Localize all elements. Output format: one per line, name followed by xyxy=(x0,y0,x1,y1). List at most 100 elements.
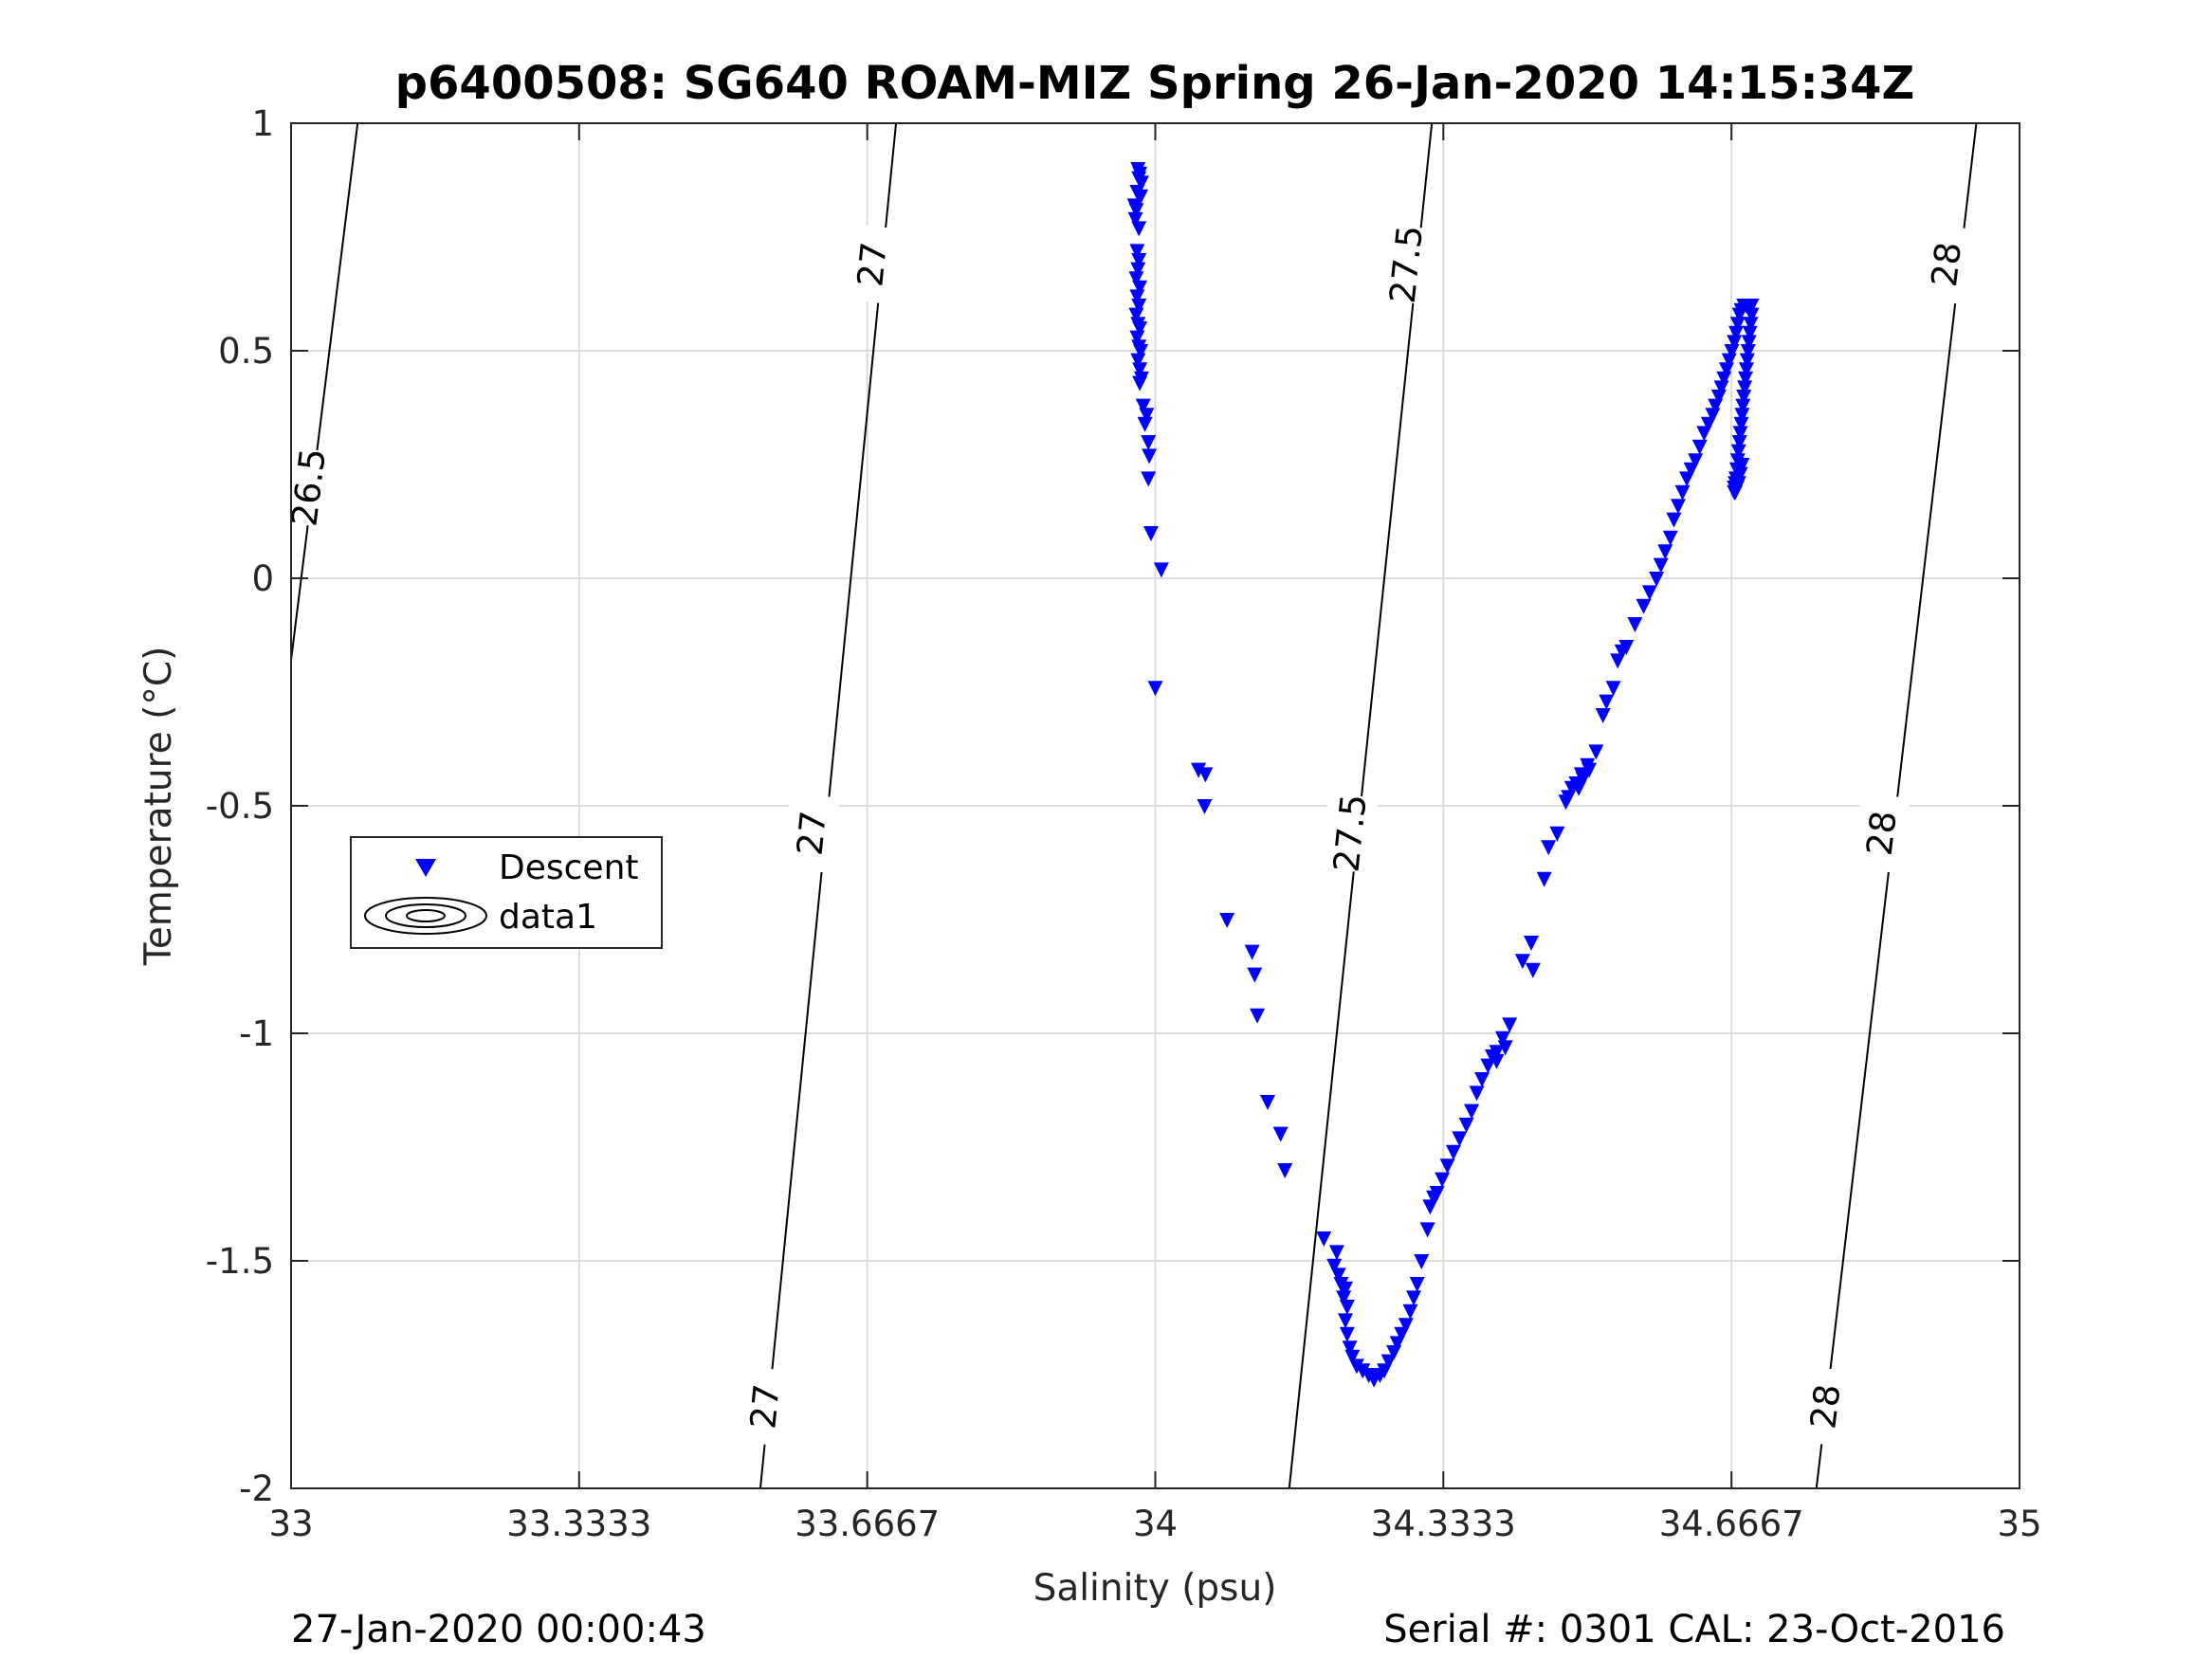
data-point xyxy=(1219,913,1235,928)
axis-ticks: 33 33.3333 33.6667 34 34.3333 34.6667 35 -2 -1.5… xyxy=(206,103,2042,1544)
data-point xyxy=(1627,617,1643,632)
data-point xyxy=(1524,936,1540,951)
data-point xyxy=(1595,708,1611,723)
data-point xyxy=(1743,317,1759,333)
data-point xyxy=(1133,175,1149,191)
data-point xyxy=(1130,262,1146,278)
data-point xyxy=(1326,1258,1343,1274)
data-point xyxy=(1514,954,1530,970)
data-point xyxy=(1728,325,1745,341)
data-point xyxy=(1571,780,1587,796)
data-point xyxy=(1133,344,1149,359)
data-point xyxy=(1429,1186,1445,1201)
data-point xyxy=(1259,1095,1275,1110)
data-point xyxy=(1731,435,1747,450)
data-point xyxy=(1131,253,1147,268)
data-point xyxy=(1132,362,1148,378)
contour-label: 27.5 xyxy=(1325,793,1374,874)
data-point xyxy=(1131,221,1147,237)
y-tick-label: 0.5 xyxy=(218,331,274,372)
contour-label: 27 xyxy=(742,1382,787,1431)
data-point xyxy=(1130,353,1146,369)
y-tick-label: -1 xyxy=(239,1013,274,1054)
legend-label-descent: Descent xyxy=(499,848,639,887)
contour-label-gap xyxy=(1852,793,1910,874)
data-point xyxy=(1153,562,1169,578)
x-tick-label: 35 xyxy=(1997,1504,2041,1544)
data-point xyxy=(1339,1326,1355,1342)
data-point xyxy=(1330,1267,1346,1284)
data-point xyxy=(1137,416,1153,432)
data-point xyxy=(1730,444,1746,460)
x-axis-label: Salinity (psu) xyxy=(1033,1567,1277,1610)
contour-label: 28 xyxy=(1802,1382,1848,1431)
data-point xyxy=(1605,681,1621,697)
data-point xyxy=(1338,1281,1354,1297)
data-point xyxy=(1744,307,1760,323)
data-point xyxy=(1705,408,1721,424)
data-point xyxy=(1489,1053,1505,1069)
data-point xyxy=(1502,1017,1518,1033)
data-point xyxy=(1129,330,1145,346)
data-point xyxy=(1730,476,1746,492)
data-point xyxy=(1541,840,1557,856)
data-point xyxy=(1721,353,1737,369)
data-point xyxy=(1141,435,1157,450)
data-point xyxy=(1132,321,1148,337)
data-point xyxy=(1127,211,1143,228)
data-point xyxy=(1732,426,1748,442)
data-point xyxy=(1435,1172,1451,1188)
y-tick-label: -1.5 xyxy=(206,1241,274,1282)
data-point xyxy=(1497,1040,1513,1056)
data-point xyxy=(1342,1340,1358,1357)
data-point xyxy=(1738,371,1754,387)
data-point xyxy=(1272,1126,1289,1142)
contour-label: 28 xyxy=(1859,809,1905,858)
x-tick-label: 34.3333 xyxy=(1371,1504,1516,1544)
data-point xyxy=(1691,439,1708,455)
data-point xyxy=(1738,362,1754,378)
data-point xyxy=(1719,362,1735,378)
data-point xyxy=(1406,1290,1422,1306)
data-point xyxy=(1141,471,1157,487)
y-tick-label: 0 xyxy=(251,558,274,599)
data-point xyxy=(1129,289,1145,305)
data-point xyxy=(1494,1030,1510,1047)
data-point xyxy=(1316,1231,1332,1247)
data-point xyxy=(1735,398,1751,414)
data-point xyxy=(1419,1222,1435,1238)
data-point xyxy=(1142,448,1158,465)
legend-box xyxy=(350,836,663,949)
contour-label-gap xyxy=(843,224,901,305)
y-tick-label: -2 xyxy=(239,1468,274,1509)
data-point xyxy=(1132,375,1148,392)
data-point xyxy=(1739,353,1755,369)
data-point xyxy=(1128,271,1144,287)
data-point xyxy=(1131,299,1147,314)
x-tick-label: 33.6667 xyxy=(795,1504,940,1544)
data-point xyxy=(1344,1349,1361,1365)
data-point xyxy=(1575,772,1591,788)
data-point xyxy=(1649,572,1665,587)
data-point xyxy=(1732,466,1748,483)
data-point xyxy=(1197,767,1214,783)
data-point xyxy=(1588,744,1604,760)
data-point xyxy=(1452,1131,1468,1147)
footer-timestamp: 27-Jan-2020 00:00:43 xyxy=(291,1608,706,1651)
data-point xyxy=(1458,1118,1474,1133)
x-tick-label: 34.6667 xyxy=(1659,1504,1804,1544)
data-point xyxy=(1710,390,1727,405)
data-point xyxy=(1618,640,1635,655)
x-tick-label: 34 xyxy=(1133,1504,1178,1544)
data-point xyxy=(1734,408,1750,424)
data-point xyxy=(1380,1354,1397,1370)
contour-label: 28 xyxy=(1924,240,1969,289)
chart-title: p6400508: SG640 ROAM-MIZ Spring 26-Jan-2… xyxy=(395,57,1915,110)
data-point xyxy=(1737,380,1753,396)
data-point xyxy=(1244,944,1260,960)
data-point xyxy=(1662,530,1678,546)
data-point xyxy=(1247,967,1263,983)
legend: Descent data1 xyxy=(350,836,663,949)
y-axis-label: Temperature (°C) xyxy=(137,647,180,967)
data-point xyxy=(1132,280,1148,296)
